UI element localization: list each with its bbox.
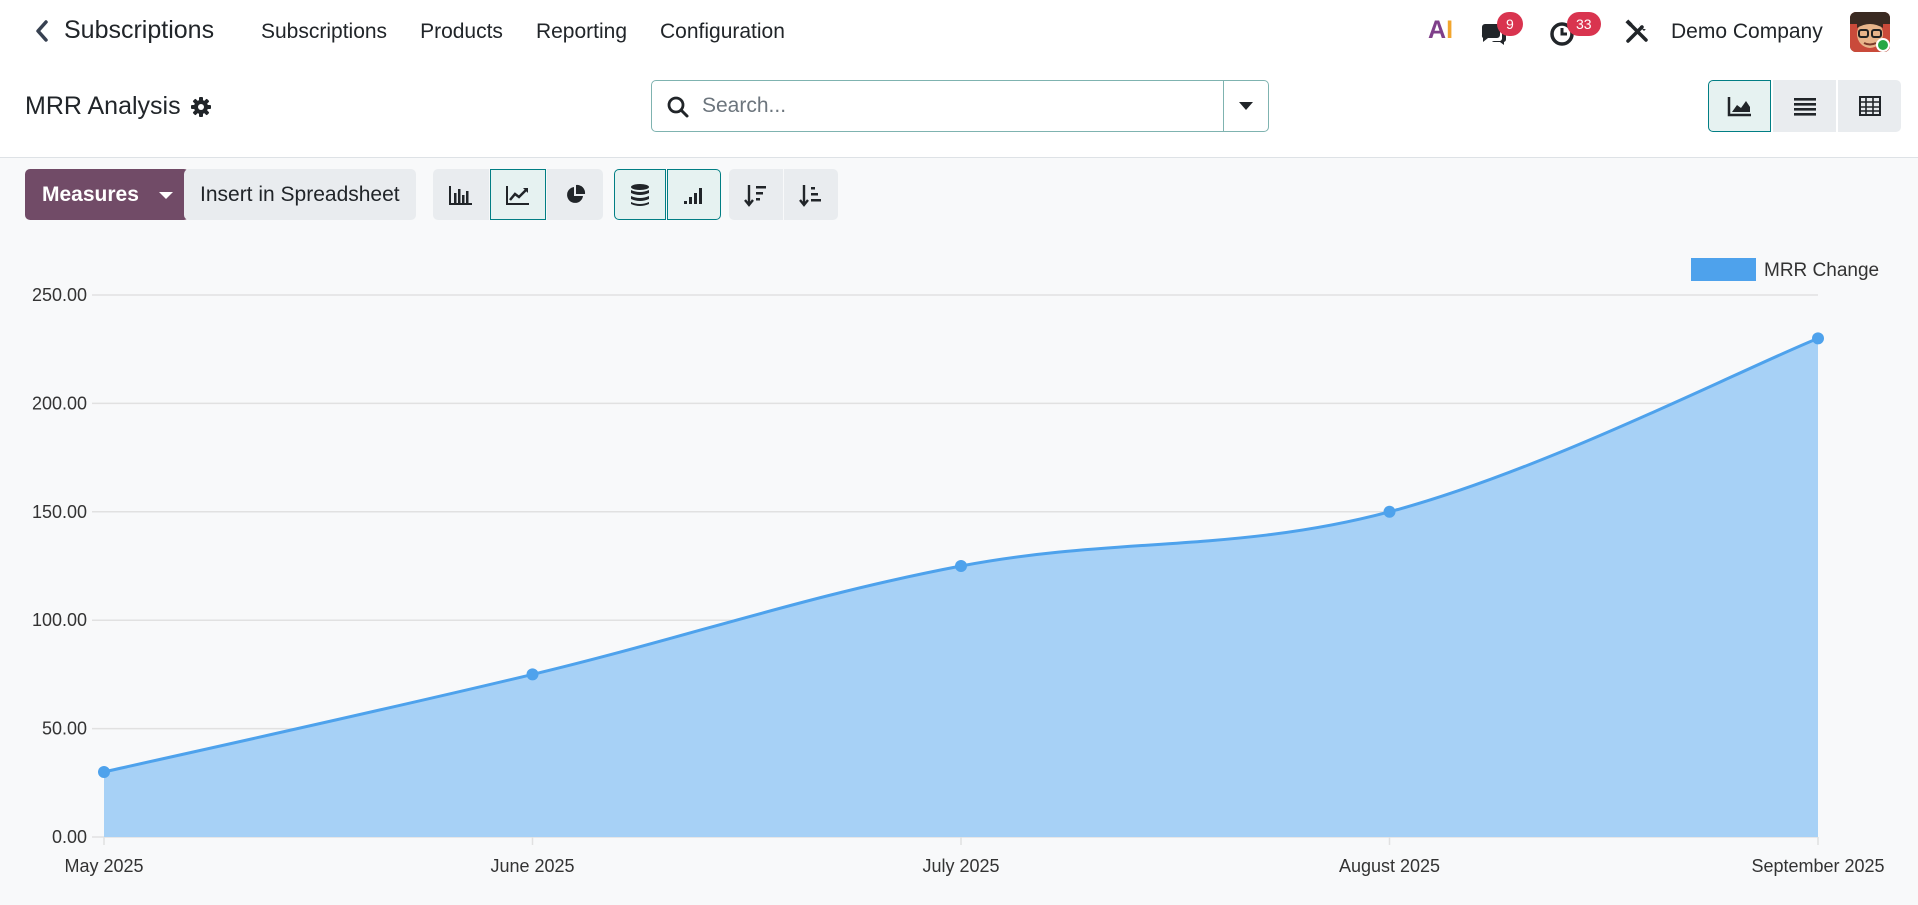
page-title: MRR Analysis bbox=[25, 92, 181, 120]
ai-icon-letter-i: I bbox=[1446, 16, 1454, 44]
stacked-button[interactable] bbox=[614, 169, 666, 220]
ai-icon[interactable]: AI bbox=[1428, 16, 1458, 44]
control-panel: MRR Analysis bbox=[0, 66, 1918, 158]
top-navbar: Subscriptions Subscriptions Products Rep… bbox=[0, 0, 1918, 66]
x-axis-ticks: May 2025 June 2025 July 2025 August 2025 Sep… bbox=[64, 837, 1885, 876]
app-title[interactable]: Subscriptions bbox=[64, 16, 215, 44]
pie-chart-button[interactable] bbox=[547, 169, 603, 220]
chart-legend[interactable]: MRR Change bbox=[1691, 258, 1879, 281]
company-switcher[interactable]: Demo Company bbox=[1671, 20, 1823, 43]
bar-chart-icon bbox=[449, 185, 472, 205]
x-tick-label: July 2025 bbox=[922, 856, 999, 876]
y-tick-label: 250.00 bbox=[32, 285, 87, 305]
data-point bbox=[1812, 332, 1824, 345]
menu-reporting[interactable]: Reporting bbox=[535, 20, 627, 43]
legend-label: MRR Change bbox=[1764, 260, 1879, 281]
legend-swatch bbox=[1691, 258, 1756, 281]
search-bar bbox=[651, 80, 1269, 132]
chart-mode-group bbox=[614, 169, 722, 220]
series-points bbox=[98, 332, 1824, 778]
main-menu: Subscriptions Products Reporting Configu… bbox=[261, 20, 818, 44]
activities-badge: 33 bbox=[1567, 12, 1601, 36]
sort-group bbox=[729, 169, 839, 220]
sort-descending-button[interactable] bbox=[729, 169, 783, 220]
database-stack-icon bbox=[631, 183, 649, 206]
pie-chart-icon bbox=[567, 184, 586, 203]
x-tick-label: September 2025 bbox=[1751, 856, 1884, 876]
chevron-left-icon[interactable] bbox=[34, 18, 54, 48]
data-point bbox=[955, 560, 967, 572]
menu-products[interactable]: Products bbox=[420, 20, 503, 43]
series-area-fill bbox=[104, 338, 1818, 837]
pivot-view-button[interactable] bbox=[1838, 80, 1901, 132]
view-switcher bbox=[1708, 80, 1903, 132]
list-view-button[interactable] bbox=[1773, 80, 1836, 132]
data-point bbox=[98, 765, 110, 778]
messages-badge: 9 bbox=[1497, 12, 1523, 36]
x-tick-label: August 2025 bbox=[1339, 856, 1440, 876]
user-avatar[interactable] bbox=[1850, 12, 1890, 52]
line-chart-button[interactable] bbox=[490, 169, 546, 220]
y-tick-label: 50.00 bbox=[42, 719, 87, 739]
ai-icon-letter-a: A bbox=[1428, 16, 1447, 44]
menu-configuration[interactable]: Configuration bbox=[660, 20, 785, 43]
y-axis-ticks: 0.00 50.00 100.00 150.00 200.00 250.00 bbox=[32, 285, 87, 847]
online-status-indicator bbox=[1876, 38, 1890, 52]
line-chart-icon bbox=[506, 185, 529, 205]
area-chart-icon bbox=[1727, 97, 1751, 117]
graph-view-button[interactable] bbox=[1708, 80, 1771, 132]
search-options-dropdown-toggle[interactable] bbox=[1223, 81, 1268, 131]
y-tick-label: 0.00 bbox=[52, 827, 87, 847]
search-icon bbox=[666, 95, 690, 119]
bar-chart-button[interactable] bbox=[433, 169, 489, 220]
gear-icon[interactable] bbox=[190, 96, 212, 118]
insert-in-spreadsheet-button[interactable]: Insert in Spreadsheet bbox=[184, 169, 416, 220]
y-tick-label: 150.00 bbox=[32, 502, 87, 522]
sort-ascending-icon bbox=[799, 184, 821, 207]
signal-bars-icon bbox=[684, 187, 702, 204]
sort-ascending-button[interactable] bbox=[784, 169, 838, 220]
measures-dropdown-button[interactable]: Measures bbox=[25, 169, 189, 220]
x-tick-label: May 2025 bbox=[64, 856, 143, 876]
sort-descending-icon bbox=[744, 184, 766, 207]
list-icon bbox=[1793, 98, 1816, 116]
x-tick-label: June 2025 bbox=[490, 856, 574, 876]
cumulative-button[interactable] bbox=[667, 169, 721, 220]
data-point bbox=[1383, 505, 1396, 518]
tools-icon[interactable] bbox=[1623, 18, 1653, 48]
table-grid-icon bbox=[1858, 96, 1881, 116]
data-point bbox=[526, 668, 539, 681]
chart-type-group bbox=[433, 169, 604, 220]
menu-subscriptions[interactable]: Subscriptions bbox=[261, 20, 388, 43]
y-tick-label: 200.00 bbox=[32, 393, 87, 413]
search-input[interactable] bbox=[702, 89, 1202, 123]
y-tick-label: 100.00 bbox=[32, 610, 87, 630]
